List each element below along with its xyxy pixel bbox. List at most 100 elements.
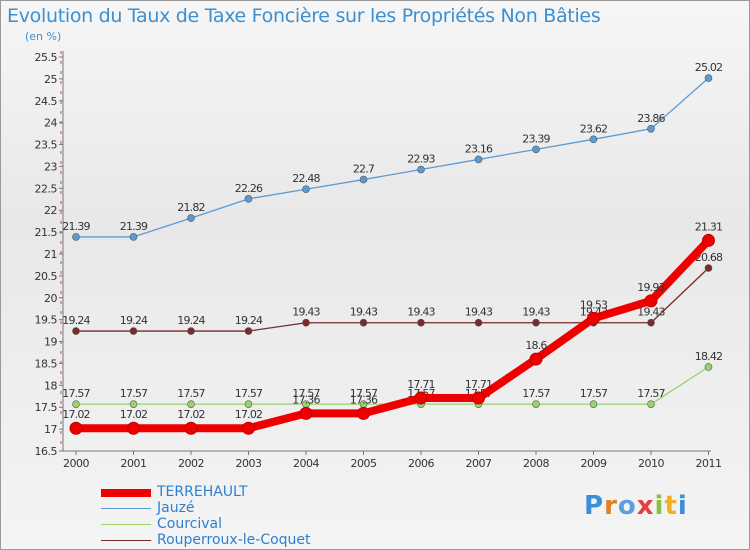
y-tick-label: 18.5 — [35, 357, 58, 370]
x-tick-label: 2001 — [121, 457, 147, 470]
data-point — [187, 400, 195, 408]
legend-swatch — [101, 524, 151, 525]
x-tick-label: 2005 — [351, 457, 377, 470]
series-line-courcival — [75, 366, 710, 405]
data-point — [244, 327, 253, 335]
data-label: 17.02 — [235, 408, 263, 421]
data-label: 17.57 — [62, 387, 90, 400]
x-tick-label: 2006 — [408, 457, 434, 470]
data-label: 19.43 — [407, 306, 435, 319]
data-point — [644, 294, 658, 308]
data-point — [704, 74, 713, 82]
data-label: 17.57 — [235, 387, 263, 400]
data-label: 21.39 — [62, 220, 90, 233]
data-point — [417, 165, 425, 174]
data-point — [589, 135, 598, 144]
data-point — [187, 327, 195, 335]
proxiti-logo: Proxiti — [584, 491, 688, 521]
data-label: 19.43 — [292, 306, 320, 319]
data-point — [129, 400, 138, 408]
data-label: 23.39 — [522, 132, 550, 145]
y-tick-label: 22.5 — [35, 182, 58, 195]
data-label: 22.26 — [235, 182, 263, 195]
data-point — [127, 421, 140, 435]
data-point — [359, 175, 368, 184]
legend-label: TERREHAULT — [157, 484, 248, 500]
y-tick-label: 19 — [44, 336, 57, 349]
data-point — [704, 264, 713, 272]
data-point — [647, 124, 655, 133]
x-tick-label: 2009 — [581, 457, 607, 470]
data-label: 17.71 — [465, 378, 493, 391]
data-point — [532, 145, 540, 154]
data-point — [417, 318, 425, 327]
data-point — [187, 214, 195, 222]
data-label: 20.68 — [695, 251, 723, 264]
data-label: 17.57 — [292, 387, 320, 400]
data-label: 23.86 — [637, 112, 665, 125]
data-point — [474, 155, 483, 164]
data-label: 17.57 — [580, 387, 608, 400]
data-point — [704, 363, 713, 371]
data-label: 23.62 — [580, 122, 608, 135]
legend-label: Rouperroux-le-Coquet — [157, 532, 311, 548]
x-tick-label: 2010 — [638, 457, 664, 470]
legend-swatch — [101, 540, 151, 541]
y-tick-label: 23.5 — [35, 139, 58, 152]
data-label: 21.31 — [695, 220, 723, 233]
x-tick-label: 2002 — [178, 457, 204, 470]
data-label: 17.02 — [62, 408, 90, 421]
data-label: 17.02 — [120, 408, 148, 421]
data-point — [472, 391, 485, 405]
data-point — [589, 400, 598, 408]
data-label: 19.24 — [177, 314, 205, 327]
y-tick-label: 25 — [44, 73, 57, 86]
series-line-terrehault — [72, 236, 713, 433]
chart-title: Evolution du Taux de Taxe Foncière sur l… — [7, 5, 601, 27]
data-label: 17.36 — [292, 393, 320, 406]
legend-swatch — [101, 489, 151, 497]
data-label: 19.43 — [522, 306, 550, 319]
y-tick-label: 17 — [44, 423, 57, 436]
data-label: 25.02 — [695, 61, 723, 74]
legend-swatch — [101, 508, 151, 509]
y-tick-label: 21.5 — [35, 226, 58, 239]
data-point — [244, 195, 253, 203]
y-tick-label: 20.5 — [35, 270, 58, 283]
data-label: 17.57 — [120, 387, 148, 400]
x-tick-label: 2008 — [523, 457, 549, 470]
data-point — [242, 421, 255, 435]
y-tick-label: 20 — [44, 292, 57, 305]
data-label: 21.39 — [120, 220, 148, 233]
data-label: 17.57 — [637, 387, 665, 400]
data-label: 17.57 — [522, 387, 550, 400]
data-label: 22.93 — [407, 153, 435, 166]
data-label: 19.43 — [465, 306, 493, 319]
data-label: 19.93 — [637, 281, 665, 294]
data-point — [72, 233, 80, 241]
y-tick-label: 18 — [44, 379, 57, 392]
data-label: 21.82 — [177, 201, 205, 214]
data-point — [72, 327, 80, 335]
data-point — [69, 421, 83, 435]
data-label: 22.7 — [353, 163, 375, 176]
data-point — [299, 406, 313, 420]
x-tick-label: 2003 — [236, 457, 262, 470]
data-point — [129, 327, 138, 335]
data-point — [184, 421, 198, 435]
x-tick-label: 2004 — [293, 457, 319, 470]
y-tick-label: 24 — [44, 117, 57, 130]
data-label: 19.24 — [235, 314, 263, 327]
data-label: 23.16 — [465, 142, 493, 155]
data-label: 17.57 — [350, 387, 378, 400]
data-point — [72, 400, 80, 408]
data-point — [702, 233, 715, 247]
data-label: 19.43 — [350, 306, 378, 319]
data-label: 17.57 — [177, 387, 205, 400]
y-tick-label: 17.5 — [35, 401, 58, 414]
x-tick-label: 2011 — [696, 457, 722, 470]
data-point — [357, 406, 370, 420]
y-tick-label: 23 — [44, 160, 57, 173]
